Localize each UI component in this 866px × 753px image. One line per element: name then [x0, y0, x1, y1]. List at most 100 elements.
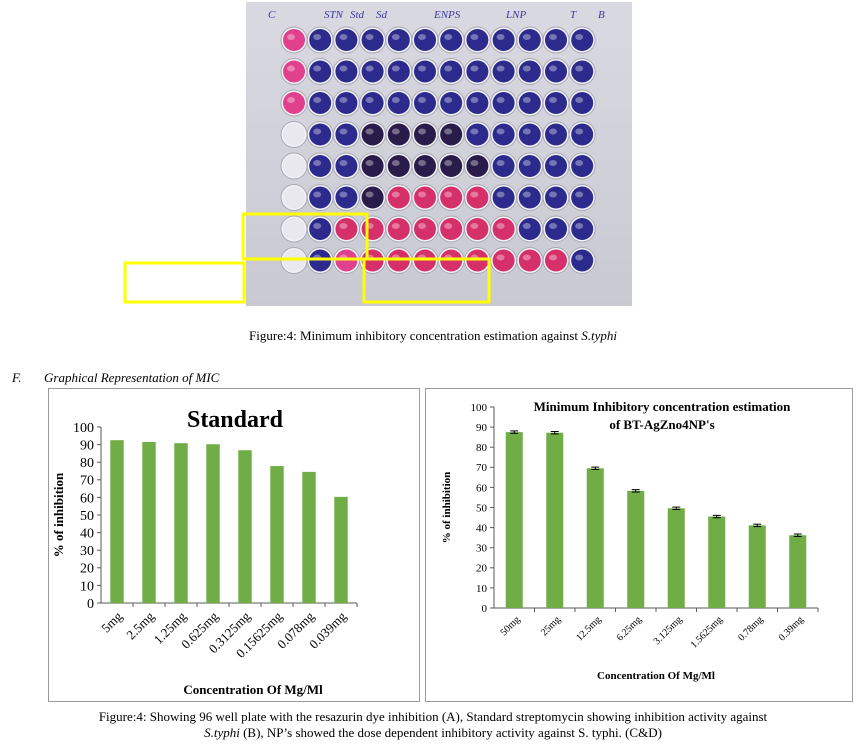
well-glare — [339, 223, 348, 229]
well — [571, 218, 594, 240]
well — [466, 123, 489, 146]
bar — [206, 444, 220, 603]
y-tick-label: 50 — [80, 509, 94, 524]
well-glare — [287, 97, 295, 103]
well — [440, 29, 463, 51]
well — [335, 29, 358, 51]
y-tick-label: 100 — [471, 402, 488, 414]
well — [440, 186, 463, 209]
well-glare — [444, 128, 453, 135]
well-glare — [365, 191, 374, 198]
well-glare — [339, 34, 348, 40]
well-glare — [549, 191, 557, 198]
well — [283, 155, 305, 177]
well — [309, 29, 332, 51]
chart-standard-svg: Standard01020304050607080901005mg2.5mg1.… — [51, 407, 358, 697]
well-glare — [444, 223, 453, 229]
well — [466, 29, 489, 51]
bar — [174, 443, 188, 603]
well-glare — [444, 65, 453, 72]
well-glare — [496, 65, 505, 72]
well — [387, 123, 410, 146]
bar — [142, 441, 156, 603]
x-tick-label: 3.125mg — [652, 614, 685, 647]
y-tick-label: 90 — [476, 422, 488, 434]
well — [335, 218, 358, 240]
well — [283, 29, 305, 51]
well — [414, 123, 436, 146]
well-glare — [549, 34, 557, 40]
well — [518, 249, 541, 272]
well-glare — [391, 191, 400, 198]
well — [466, 186, 489, 209]
well — [545, 249, 567, 272]
well-glare — [313, 160, 322, 166]
well-glare — [470, 160, 479, 166]
well-glare — [365, 128, 374, 135]
y-axis-label: % of inhibition — [51, 472, 66, 557]
well — [545, 92, 567, 114]
well-glare — [365, 34, 374, 40]
well-glare — [522, 65, 531, 72]
well-glare — [418, 65, 426, 72]
well — [545, 218, 567, 240]
well — [571, 155, 594, 177]
plate-label: Std — [350, 9, 365, 21]
well — [466, 60, 489, 83]
well — [492, 92, 515, 114]
plate-label: Sd — [376, 9, 388, 21]
x-tick-label: 5mg — [98, 608, 125, 635]
plate-label: ENPS — [433, 9, 461, 21]
well — [466, 218, 489, 240]
well-glare — [575, 254, 584, 261]
bar — [238, 450, 252, 603]
well — [335, 92, 358, 114]
plate-label: B — [598, 9, 605, 21]
well — [571, 186, 594, 209]
y-tick-label: 70 — [80, 474, 94, 489]
well-glare — [522, 223, 531, 229]
well-glare — [391, 223, 400, 229]
x-tick-label: 50mg — [498, 614, 522, 638]
well — [361, 29, 384, 51]
x-tick-label: 0.78mg — [736, 614, 765, 643]
well-glare — [496, 160, 505, 166]
well — [335, 60, 358, 83]
well — [571, 60, 594, 83]
well — [387, 60, 410, 83]
well-glare — [496, 191, 505, 198]
bar — [586, 468, 604, 608]
well — [283, 123, 305, 146]
well-glare — [575, 191, 584, 198]
well — [387, 218, 410, 240]
x-tick-label: 6.25mg — [615, 614, 644, 643]
well — [361, 123, 384, 146]
well — [335, 186, 358, 209]
well — [492, 186, 515, 209]
well — [440, 123, 463, 146]
caption-text: Figure:4: Minimum inhibitory concentrati… — [249, 328, 582, 343]
well — [571, 249, 594, 272]
well — [414, 29, 436, 51]
well-glare — [575, 128, 584, 135]
well — [440, 155, 463, 177]
well-glare — [313, 223, 322, 229]
well-glare — [313, 34, 322, 40]
well-glare — [549, 160, 557, 166]
well — [518, 186, 541, 209]
plate-label: LNP — [505, 9, 526, 21]
well — [387, 92, 410, 114]
caption-line-2: S.typhi (B), NP’s showed the dose depend… — [0, 725, 866, 741]
well — [361, 60, 384, 83]
well-glare — [575, 65, 584, 72]
well-glare — [522, 254, 531, 261]
well-glare — [575, 223, 584, 229]
well — [387, 186, 410, 209]
well — [466, 155, 489, 177]
chart-np: Minimum Inhibitory concentration estimat… — [425, 388, 853, 702]
well — [571, 29, 594, 51]
well — [545, 123, 567, 146]
figure-caption-top: Figure:4: Minimum inhibitory concentrati… — [0, 328, 866, 344]
well-plate-photo: C STN Std Sd ENPS LNP T B — [246, 2, 632, 306]
y-tick-label: 0 — [87, 597, 94, 612]
